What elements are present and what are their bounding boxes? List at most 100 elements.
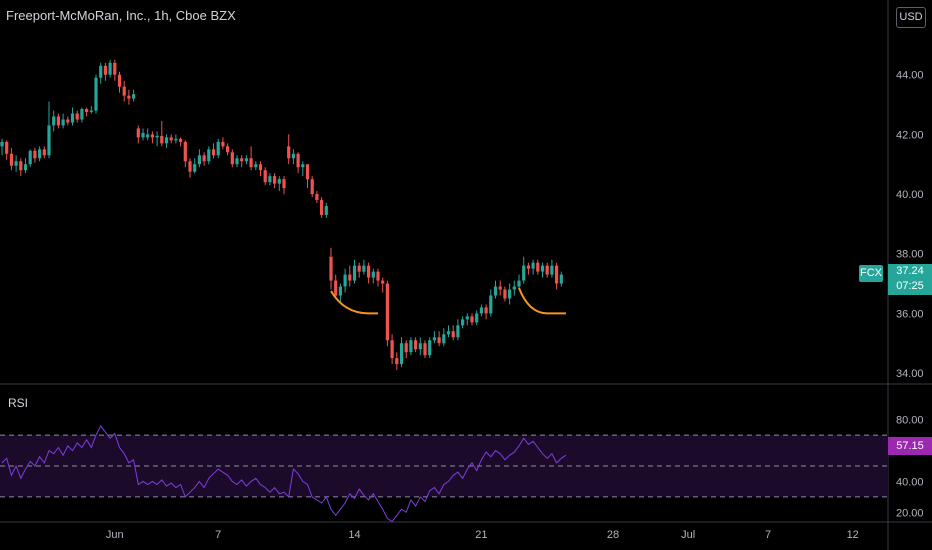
candle-body xyxy=(221,141,225,147)
candle-body xyxy=(305,164,310,180)
candle-body xyxy=(498,286,502,290)
rsi-value-tag: 57.15 xyxy=(888,437,932,455)
candle-body xyxy=(94,77,98,111)
currency-button[interactable]: USD xyxy=(896,7,926,28)
price-axis[interactable]: 44.00 42.00 40.00 38.00 36.00 34.00 xyxy=(896,70,924,380)
ticker-tag: FCX xyxy=(859,265,883,282)
price-tick-label: 38.00 xyxy=(896,249,924,261)
candle-body xyxy=(517,280,521,287)
time-tick-label: 7 xyxy=(215,529,221,541)
candle-body xyxy=(559,274,563,284)
price-tick-label: 40.00 xyxy=(896,189,924,201)
candle-body xyxy=(150,134,154,138)
candle-body xyxy=(103,65,107,75)
candle-body xyxy=(414,340,418,350)
candle-body xyxy=(334,280,338,296)
candle-body xyxy=(174,138,178,141)
candle-body xyxy=(418,343,422,350)
candle-body xyxy=(324,206,328,215)
candle-body xyxy=(301,164,305,168)
candle-body xyxy=(320,200,324,215)
candle-body xyxy=(0,141,4,147)
price-tick-label: 44.00 xyxy=(896,70,924,82)
bar-countdown: 07:25 xyxy=(896,280,924,292)
rsi-tick-label: 40.00 xyxy=(896,476,924,488)
candle-body xyxy=(484,307,488,314)
candle-body xyxy=(70,113,75,123)
candle-body xyxy=(61,119,65,126)
candle-body xyxy=(113,62,117,75)
candle-body xyxy=(230,152,234,165)
candle-body xyxy=(28,150,32,165)
candle-body xyxy=(254,164,258,168)
candle-body xyxy=(545,265,549,275)
candle-body xyxy=(446,331,451,335)
candle-body xyxy=(235,158,239,165)
candle-body xyxy=(291,153,295,159)
rsi-tick-label: 20.00 xyxy=(896,507,924,519)
candle-body xyxy=(381,280,385,284)
candle-body xyxy=(423,343,427,356)
time-tick-label: 12 xyxy=(847,529,859,541)
candle-body xyxy=(164,137,169,144)
candle-body xyxy=(352,265,357,281)
candle-body xyxy=(555,265,559,284)
candle-body xyxy=(5,141,9,154)
candle-body xyxy=(508,289,512,299)
candle-body xyxy=(461,319,465,326)
time-tick-label: Jun xyxy=(106,529,124,541)
last-price-tag: 37.24 07:25 xyxy=(888,264,932,295)
candle-body xyxy=(179,138,183,142)
candle-body xyxy=(465,316,469,320)
time-tick-label: Jul xyxy=(681,529,695,541)
candle-body xyxy=(75,113,79,120)
candle-body xyxy=(315,194,319,201)
price-tick-label: 42.00 xyxy=(896,129,924,141)
candle-body xyxy=(122,86,126,96)
rsi-panel-label: RSI xyxy=(8,396,29,410)
time-tick-label: 7 xyxy=(765,529,771,541)
price-tick-label: 36.00 xyxy=(896,308,924,320)
candle-body xyxy=(202,155,206,162)
candle-body xyxy=(287,146,291,159)
candle-body xyxy=(428,340,432,356)
candle-body xyxy=(376,271,380,281)
candle-body xyxy=(362,265,366,272)
candle-body xyxy=(38,149,42,159)
candle-body xyxy=(470,316,474,323)
candle-body xyxy=(33,150,37,159)
rsi-band-background xyxy=(0,434,888,498)
candle-body xyxy=(409,340,413,353)
candle-body xyxy=(141,132,145,138)
candle-body xyxy=(23,164,28,171)
rsi-line xyxy=(1,424,567,523)
candle-body xyxy=(522,265,526,281)
time-axis[interactable]: Jun 7 14 21 28 Jul 7 12 xyxy=(106,529,859,541)
time-tick-label: 28 xyxy=(607,529,619,541)
candle-body xyxy=(296,153,300,168)
candle-body xyxy=(432,337,436,341)
candle-body xyxy=(437,337,441,344)
candle-body xyxy=(52,116,56,126)
rsi-line-layer xyxy=(1,424,567,523)
candle-body xyxy=(329,256,333,281)
candle-body xyxy=(66,119,70,123)
candle-body xyxy=(540,265,545,272)
candle-body xyxy=(132,94,136,99)
candle-body xyxy=(258,164,263,171)
candle-body xyxy=(348,274,352,281)
candle-body xyxy=(14,161,18,166)
candle-body xyxy=(155,135,159,138)
candle-body xyxy=(19,161,23,171)
pattern-arc xyxy=(518,287,566,315)
candle-body xyxy=(493,286,498,296)
candle-body xyxy=(343,274,347,287)
candle-body xyxy=(226,146,230,153)
candle-body xyxy=(512,286,516,290)
last-price: 37.24 xyxy=(896,265,924,277)
candle-body xyxy=(526,265,530,269)
candle-body xyxy=(399,343,404,365)
candle-body xyxy=(263,170,267,183)
candle-body xyxy=(127,95,131,99)
